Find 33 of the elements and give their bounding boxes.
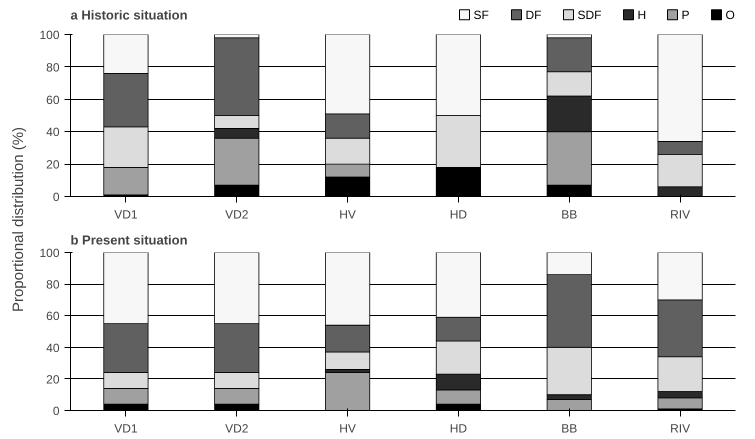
legend-label: SDF [578, 8, 602, 22]
x-tick-label: HV [339, 208, 356, 222]
y-tick-label: 20 [46, 372, 60, 386]
x-tick-label: BB [561, 208, 578, 222]
legend-label: H [638, 8, 646, 22]
y-tick-label: 40 [46, 125, 60, 140]
y-tick-label: 60 [46, 309, 60, 324]
y-tick-label: 60 [46, 92, 60, 107]
y-tick-label: 0 [52, 404, 60, 418]
y-tick-label: 100 [39, 28, 60, 42]
y-tick-label: 80 [46, 278, 60, 292]
y-tick-label: 20 [46, 158, 60, 172]
x-tick-label: VD1 [114, 208, 138, 222]
legend-label: SF [474, 8, 489, 22]
legend-label: DF [526, 8, 542, 22]
y-tick-label: 0 [52, 190, 60, 204]
y-tick-label: 40 [46, 340, 60, 355]
x-tick-label: RIV [670, 422, 690, 436]
legend-label: P [682, 8, 690, 22]
x-tick-label: VD2 [225, 208, 249, 222]
y-tick-label: 80 [46, 60, 60, 74]
x-tick-label: HV [339, 422, 356, 436]
chart-title: b Present situation [70, 232, 188, 248]
x-tick-label: HD [450, 422, 468, 436]
chart-title: a Historic situation [70, 7, 188, 22]
x-tick-label: BB [561, 422, 578, 436]
y-axis-title: Proportional distribution (%) [10, 126, 27, 312]
legend-label: O [726, 8, 735, 22]
x-tick-label: VD1 [114, 422, 138, 436]
y-tick-label: 100 [39, 246, 60, 260]
x-tick-label: RIV [670, 208, 690, 222]
x-tick-label: HD [450, 208, 468, 222]
x-tick-label: VD2 [225, 422, 249, 436]
